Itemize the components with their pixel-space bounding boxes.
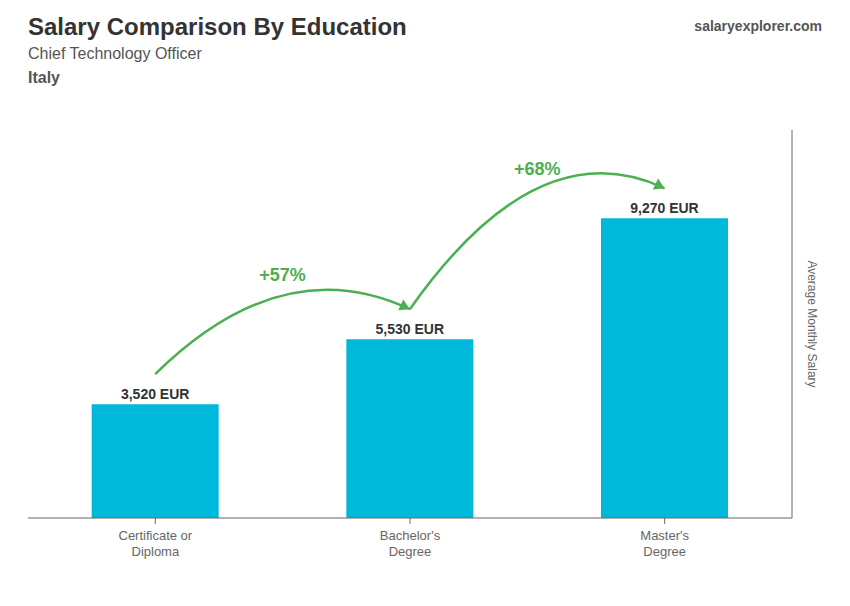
svg-text:Bachelor'sDegree: Bachelor'sDegree bbox=[380, 528, 441, 559]
svg-text:Average Monthly Salary: Average Monthly Salary bbox=[805, 260, 819, 387]
svg-text:9,270 EUR: 9,270 EUR bbox=[630, 200, 698, 216]
html-text:Salary Comparison By Education: Salary Comparison By Education bbox=[28, 13, 407, 40]
svg-text:3,520 EUR: 3,520 EUR bbox=[121, 386, 189, 402]
svg-text:5,530 EUR: 5,530 EUR bbox=[376, 321, 444, 337]
svg-text:Master'sDegree: Master'sDegree bbox=[640, 528, 689, 559]
html-text:Chief Technology Officer: Chief Technology Officer bbox=[28, 45, 202, 62]
html-text:salaryexplorer.com: salaryexplorer.com bbox=[694, 18, 822, 34]
svg-text:Certificate orDiploma: Certificate orDiploma bbox=[118, 528, 192, 559]
svg-text:+57%: +57% bbox=[259, 265, 306, 285]
html-text:Italy: Italy bbox=[28, 69, 60, 86]
svg-text:+68%: +68% bbox=[514, 159, 561, 179]
